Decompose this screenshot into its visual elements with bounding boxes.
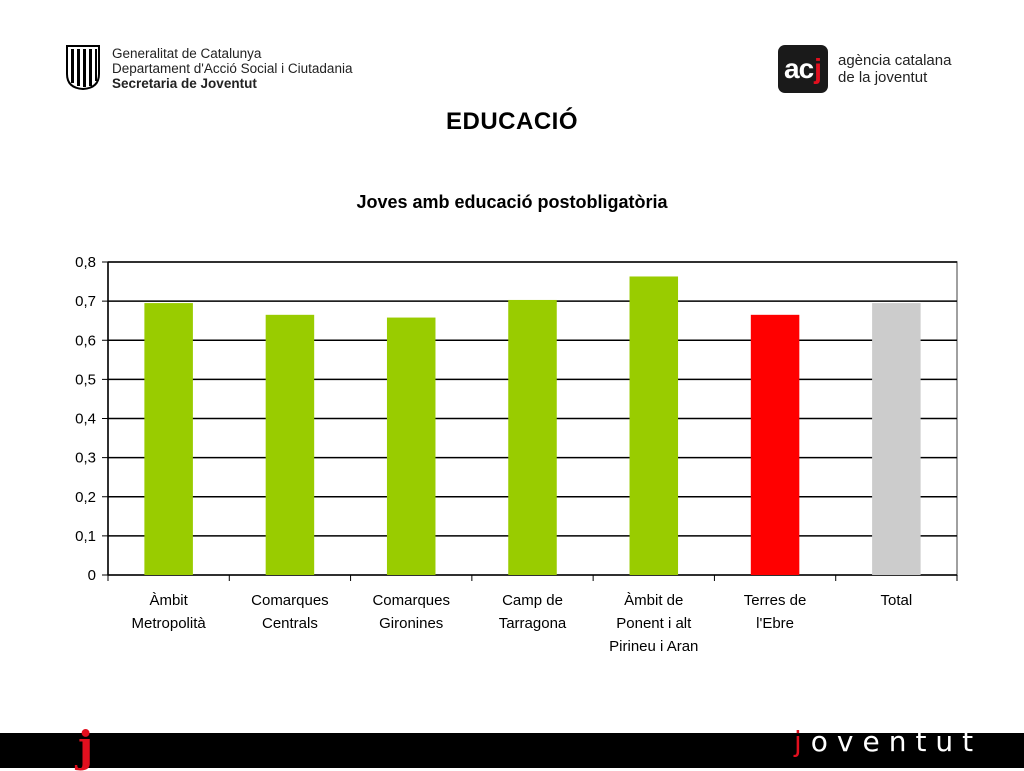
- x-tick-label: Comarques Gironines: [372, 592, 450, 632]
- bar: [508, 299, 557, 575]
- x-tick-label: Total: [881, 592, 913, 609]
- footer-brand: joventut: [794, 722, 982, 762]
- footer-brand-j: j: [794, 725, 811, 758]
- bar: [386, 317, 436, 575]
- x-tick-label-line: Ponent i alt: [616, 615, 692, 632]
- x-tick-label: Àmbit de Ponent i alt Pirineu i Aran: [609, 592, 698, 655]
- org-line-3: Secretaria de Joventut: [112, 76, 257, 91]
- y-tick-label: 0,1: [75, 528, 96, 545]
- x-tick-label-line: Comarques: [372, 592, 450, 609]
- y-tick-label: 0,2: [75, 489, 96, 506]
- x-tick-label-line: l'Ebre: [756, 615, 794, 632]
- y-tick-label: 0,4: [75, 411, 96, 428]
- y-tick-label: 0,8: [75, 254, 96, 271]
- acj-logo-icon: ac j: [778, 45, 828, 93]
- bar: [144, 303, 193, 575]
- org-line-2: Departament d'Acció Social i Ciutadania: [112, 61, 353, 76]
- footer-j-mark: j: [78, 722, 94, 771]
- acj-logo-letters: ac: [784, 53, 814, 84]
- y-tick-label: 0: [88, 567, 96, 584]
- x-tick-label: Comarques Centrals: [251, 592, 329, 632]
- x-tick-label: Terres de l'Ebre: [744, 592, 807, 632]
- x-tick-label-line: Àmbit de: [624, 592, 683, 609]
- bar-chart: 0 0,1 0,2 0,3 0,4 0,5 0,6 0,7 0,8 Àmbit Metropolit…: [75, 254, 958, 655]
- y-tick-label: 0,5: [75, 371, 96, 388]
- x-tick-label-line: Pirineu i Aran: [609, 638, 698, 655]
- chart-title: Joves amb educació postobligatòria: [356, 192, 668, 212]
- x-tick-label: Àmbit Metropolità: [132, 592, 207, 632]
- x-tick-label-line: Tarragona: [499, 615, 567, 632]
- x-tick-label-line: Terres de: [744, 592, 807, 609]
- x-tick-label-line: Comarques: [251, 592, 329, 609]
- bar: [629, 276, 679, 575]
- footer-bar: [0, 733, 1024, 768]
- x-tick-label-line: Camp de: [502, 592, 563, 609]
- agency-line-2: de la joventut: [838, 69, 928, 86]
- x-tick-label-line: Metropolità: [132, 615, 207, 632]
- bar: [872, 303, 921, 575]
- x-tick-label-line: Total: [881, 592, 913, 609]
- x-tick-label-line: Centrals: [262, 615, 318, 632]
- y-tick-label: 0,7: [75, 293, 96, 310]
- x-tick-label-line: Gironines: [379, 615, 443, 632]
- acj-logo-j: j: [814, 53, 822, 84]
- y-tick-label: 0,6: [75, 332, 96, 349]
- footer-brand-rest: oventut: [810, 725, 983, 758]
- x-tick-label-line: Àmbit: [149, 592, 188, 609]
- agency-header: ac j agència catalana de la joventut: [778, 45, 951, 93]
- page-title: EDUCACIÓ: [445, 108, 578, 135]
- agency-line-1: agència catalana: [838, 52, 952, 69]
- generalitat-header: Generalitat de Catalunya Departament d'A…: [64, 44, 352, 91]
- y-tick-label: 0,3: [75, 450, 96, 467]
- bar: [265, 314, 315, 575]
- org-line-1: Generalitat de Catalunya: [112, 46, 262, 61]
- generalitat-logo-icon: [66, 45, 100, 90]
- bar: [750, 314, 800, 575]
- generalitat-text: Generalitat de Catalunya Departament d'A…: [112, 44, 352, 91]
- x-tick-label: Camp de Tarragona: [499, 592, 567, 632]
- agency-text: agència catalana de la joventut: [838, 52, 951, 86]
